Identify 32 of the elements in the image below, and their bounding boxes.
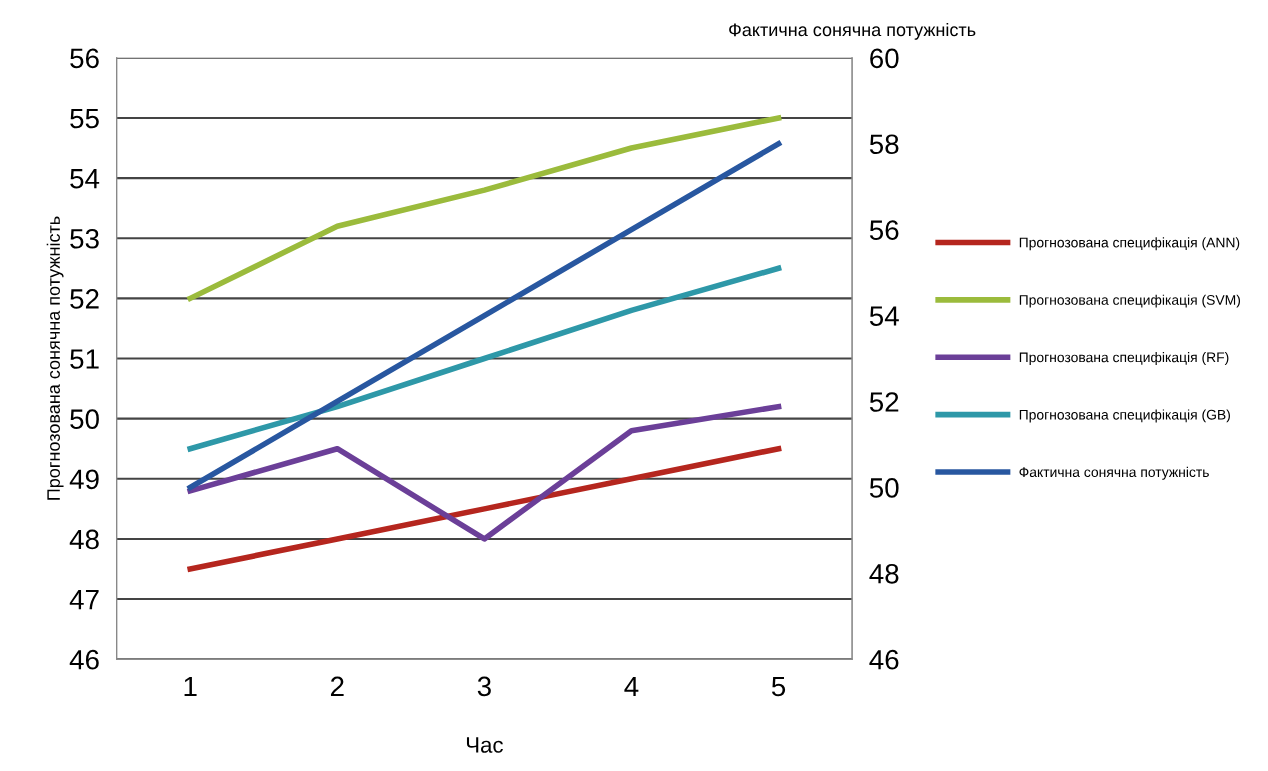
y2-tick-label: 46 <box>869 649 899 670</box>
legend-label: Прогнозована специфікація (ANN) <box>1019 237 1240 251</box>
x-tick-label: 4 <box>624 676 639 696</box>
x-axis-title: Час <box>466 737 503 753</box>
y2-tick-label: 50 <box>869 478 899 498</box>
legend-label: Прогнозована специфікація (GB) <box>1019 409 1230 423</box>
x-tick-label: 3 <box>477 676 491 697</box>
y2-tick-label: 52 <box>869 392 899 412</box>
y-tick-label: 54 <box>70 169 100 189</box>
y-tick-label: 51 <box>70 349 99 369</box>
y-tick-label: 50 <box>70 409 99 429</box>
y-tick-label: 47 <box>69 590 99 610</box>
legend-label: Прогнозована специфікація (RF) <box>1019 352 1229 365</box>
y-tick-label: 52 <box>70 289 99 309</box>
y-tick-label: 49 <box>69 469 99 490</box>
y2-tick-label: 48 <box>869 563 899 584</box>
legend-label: Фактична сонячна потужність <box>1019 466 1209 480</box>
y-tick-label: 53 <box>70 228 99 249</box>
y2-tick-label: 58 <box>869 134 899 155</box>
y-tick-label: 56 <box>70 48 99 69</box>
y-tick-label: 55 <box>70 108 99 129</box>
y2-axis-title: Фактична сонячна потужність <box>729 22 976 40</box>
y2-tick-label: 54 <box>869 306 899 326</box>
y-axis-title: Прогнозована сонячна потужність <box>46 216 64 500</box>
y2-tick-label: 56 <box>869 220 899 240</box>
x-tick-label: 5 <box>771 676 786 697</box>
x-tick-label: 2 <box>330 676 344 696</box>
y-tick-label: 46 <box>69 649 99 670</box>
y2-tick-label: 60 <box>870 48 899 69</box>
legend-label: Прогнозована специфікація (SVM) <box>1019 294 1240 308</box>
x-tick-label: 1 <box>184 676 197 696</box>
y-tick-label: 48 <box>69 529 99 550</box>
